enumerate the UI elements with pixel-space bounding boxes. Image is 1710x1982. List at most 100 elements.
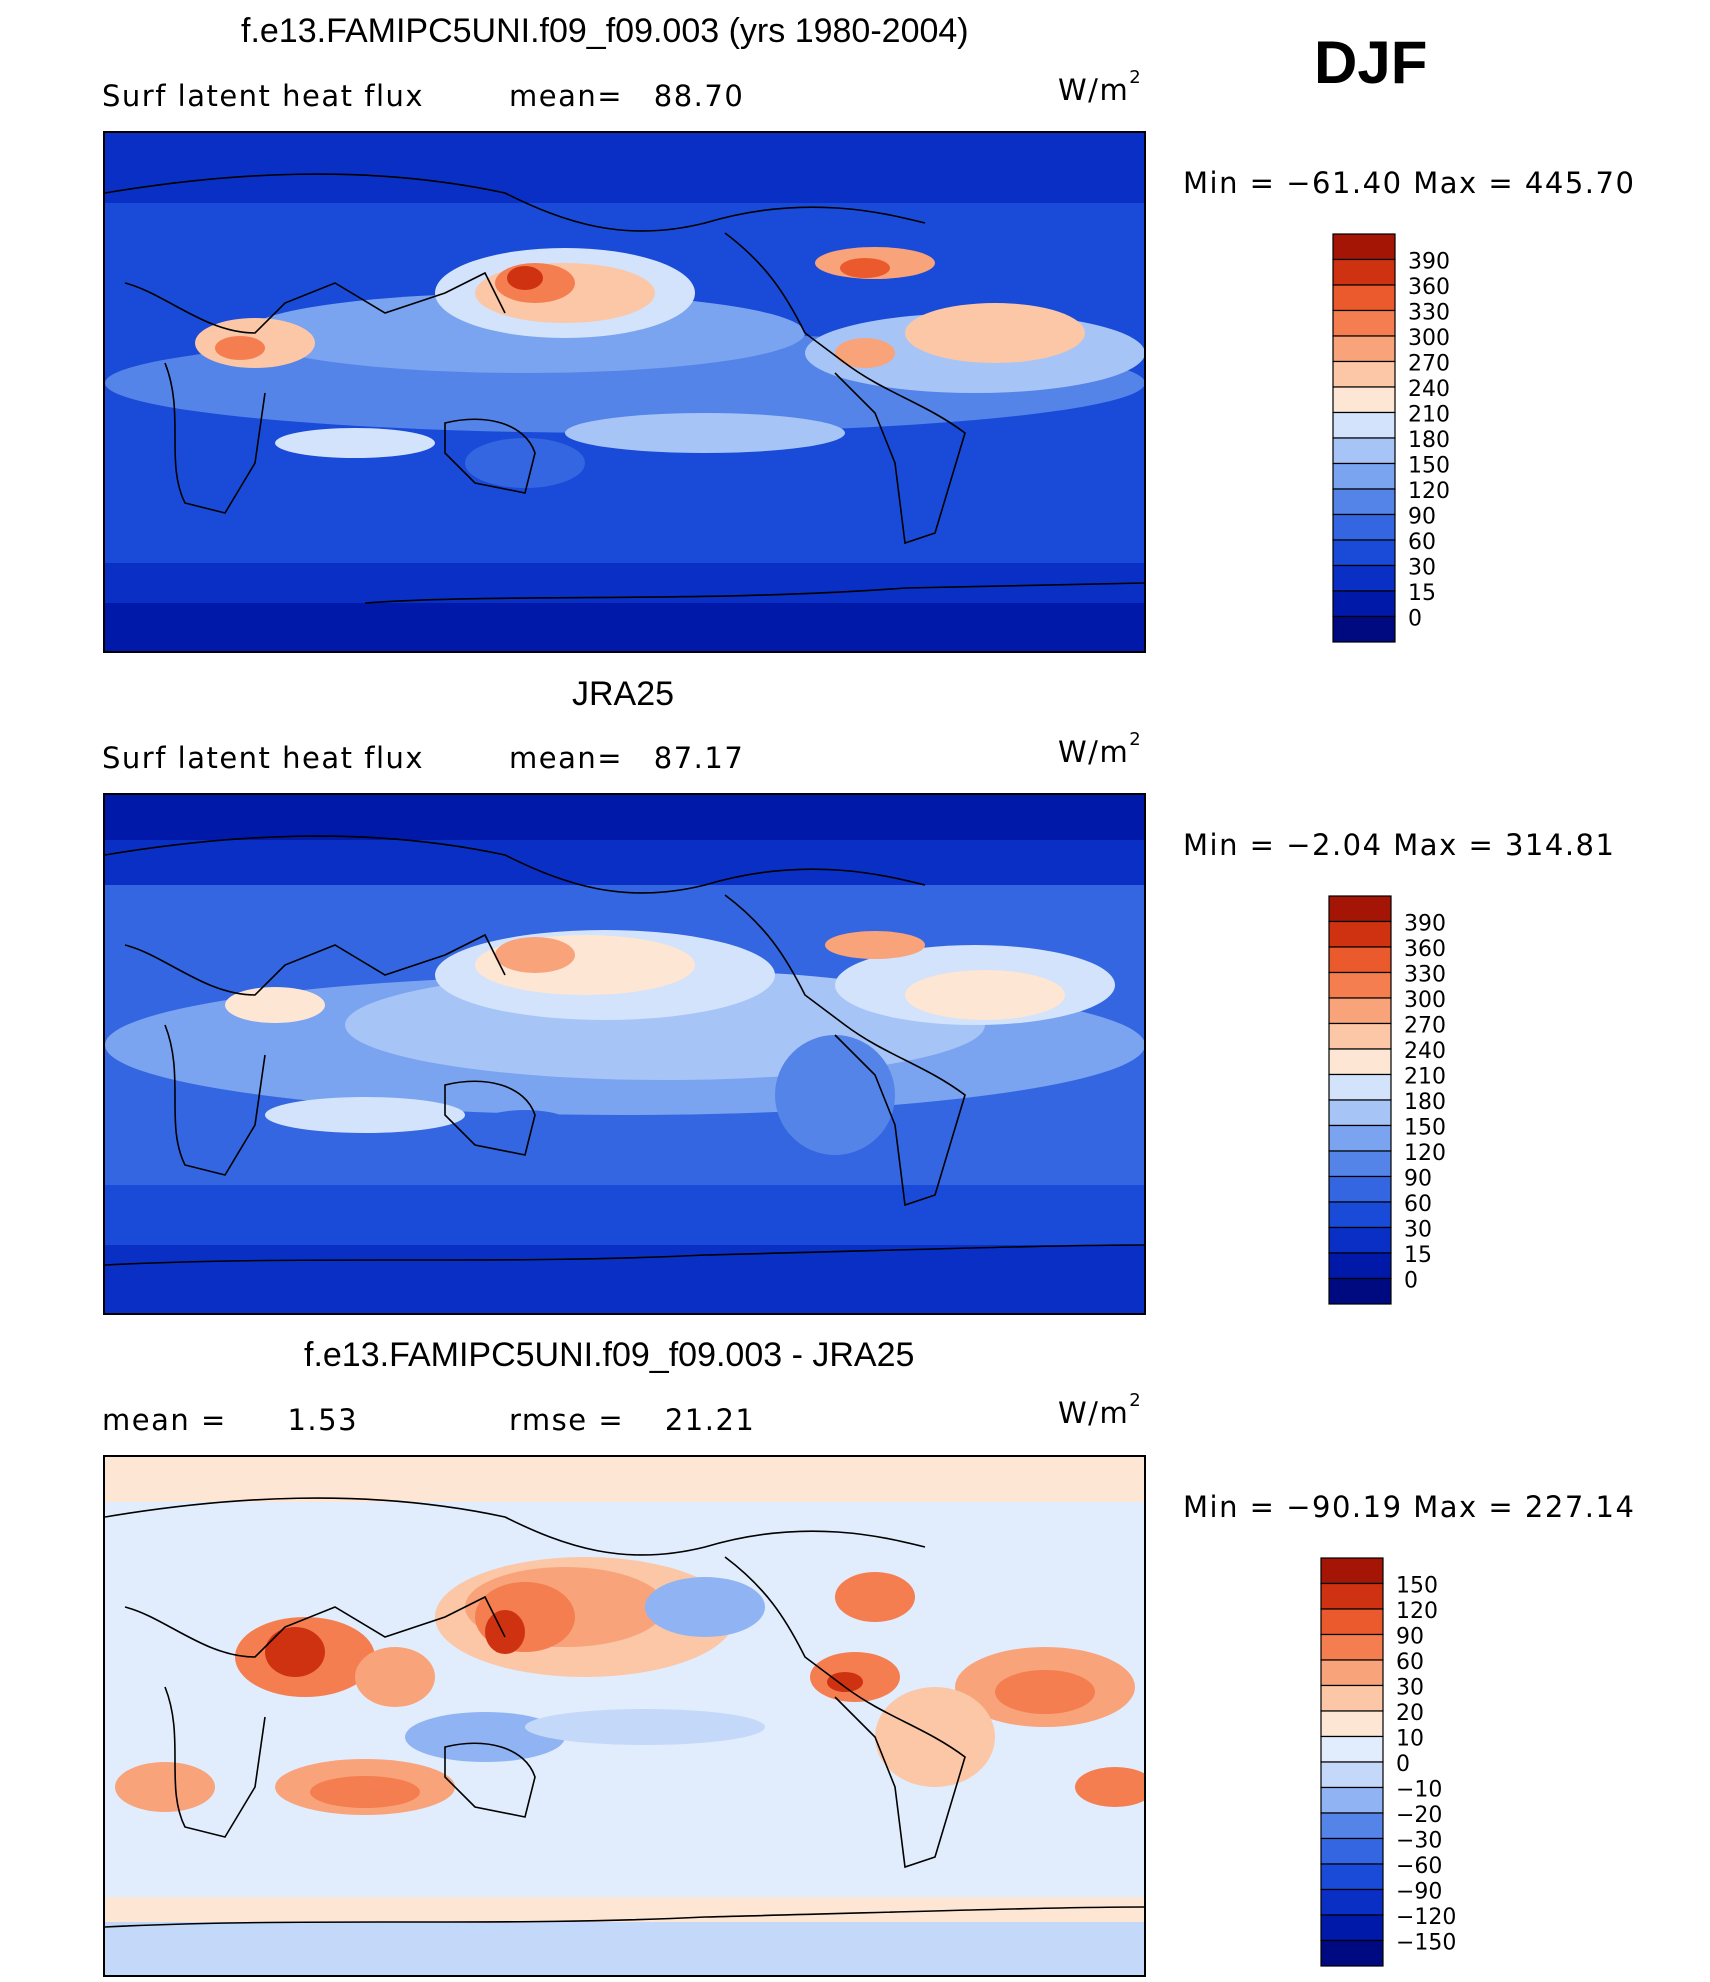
season-label: DJF bbox=[1314, 29, 1428, 96]
colorbar-tick-label: 90 bbox=[1404, 1167, 1432, 1192]
colorbar-box bbox=[1320, 1608, 1384, 1636]
colorbar-tick-label: −120 bbox=[1396, 1905, 1456, 1930]
colorbar-box bbox=[1328, 1252, 1392, 1280]
colorbar-box bbox=[1320, 1684, 1384, 1712]
colorbar-tick-label: 0 bbox=[1404, 1269, 1418, 1294]
colorbar-box bbox=[1328, 997, 1392, 1025]
colorbar-tick-label: 15 bbox=[1404, 1243, 1432, 1268]
panel-2-units: W/m2 bbox=[1058, 729, 1142, 769]
colorbar-tick-label: 360 bbox=[1408, 275, 1450, 300]
panel-2-title: JRA25 bbox=[572, 675, 675, 713]
colorbar-tick-label: 240 bbox=[1404, 1039, 1446, 1064]
colorbar-tick-label: 120 bbox=[1396, 1599, 1438, 1624]
colorbar-box bbox=[1320, 1914, 1384, 1942]
panel-3-rmse-value: 21.21 bbox=[664, 1403, 756, 1437]
colorbar-tick-label: 30 bbox=[1396, 1676, 1424, 1701]
colorbar-tick-label: 15 bbox=[1408, 581, 1436, 606]
panel-1-units-sup: 2 bbox=[1129, 67, 1143, 88]
colorbar-box bbox=[1320, 1786, 1384, 1814]
colorbar-box bbox=[1320, 1888, 1384, 1916]
colorbar-tick-label: 270 bbox=[1404, 1014, 1446, 1039]
panel-3-mean-value: 1.53 bbox=[287, 1403, 359, 1437]
panel-3-title: f.e13.FAMIPC5UNI.f09_f09.003 - JRA25 bbox=[304, 1336, 915, 1374]
panel-2-map-svg bbox=[105, 795, 1144, 1313]
colorbar-box bbox=[1320, 1939, 1384, 1967]
colorbar-tick-label: 360 bbox=[1404, 937, 1446, 962]
colorbar-tick-label: 300 bbox=[1404, 988, 1446, 1013]
colorbar-box bbox=[1328, 895, 1392, 923]
colorbar-box bbox=[1332, 539, 1396, 567]
colorbar-tick-label: 330 bbox=[1408, 301, 1450, 326]
colorbar-box bbox=[1332, 411, 1396, 439]
panel-1-left-label: Surf latent heat flux bbox=[102, 79, 425, 113]
colorbar-tick-label: −150 bbox=[1396, 1931, 1456, 1956]
panel-2-units-sup: 2 bbox=[1129, 729, 1143, 750]
panel-2-map bbox=[103, 793, 1146, 1315]
colorbar-box bbox=[1332, 437, 1396, 465]
colorbar-box bbox=[1332, 284, 1396, 312]
colorbar-box bbox=[1332, 258, 1396, 286]
colorbar-box bbox=[1320, 1761, 1384, 1789]
colorbar-box bbox=[1328, 1226, 1392, 1254]
colorbar-tick-label: 150 bbox=[1404, 1116, 1446, 1141]
colorbar-box bbox=[1332, 386, 1396, 414]
colorbar-tick-label: 60 bbox=[1404, 1192, 1432, 1217]
panel-3-map bbox=[103, 1455, 1146, 1977]
colorbar-box bbox=[1328, 1048, 1392, 1076]
panel-2-left-label: Surf latent heat flux bbox=[102, 741, 425, 775]
colorbar-tick-label: 90 bbox=[1396, 1625, 1424, 1650]
colorbar-tick-label: 120 bbox=[1404, 1141, 1446, 1166]
colorbar-tick-label: −60 bbox=[1396, 1854, 1442, 1879]
colorbar-tick-label: 180 bbox=[1408, 428, 1450, 453]
colorbar-box bbox=[1320, 1735, 1384, 1763]
colorbar-tick-label: 60 bbox=[1408, 530, 1436, 555]
colorbar-box bbox=[1328, 1099, 1392, 1127]
colorbar-box bbox=[1320, 1710, 1384, 1738]
colorbar-box bbox=[1332, 590, 1396, 618]
panel-1-map-svg bbox=[105, 133, 1144, 651]
panel-3-units: W/m2 bbox=[1058, 1390, 1142, 1430]
colorbar-box bbox=[1332, 335, 1396, 363]
panel-3-colorbar: 150 120 90 60 30 20 10 0 −10 −20 −30 −60 −90 −120 −150 bbox=[1320, 1557, 1490, 1982]
colorbar-box bbox=[1332, 488, 1396, 516]
colorbar-tick-label: −90 bbox=[1396, 1880, 1442, 1905]
colorbar-box bbox=[1332, 360, 1396, 388]
colorbar-box bbox=[1328, 1201, 1392, 1229]
panel-3-mean-label: mean = bbox=[102, 1403, 227, 1437]
colorbar-tick-label: 300 bbox=[1408, 326, 1450, 351]
colorbar-tick-label: 10 bbox=[1396, 1727, 1424, 1752]
colorbar-box bbox=[1320, 1812, 1384, 1840]
colorbar-box bbox=[1320, 1659, 1384, 1687]
panel-3-minmax: Min = −90.19 Max = 227.14 bbox=[1183, 1490, 1636, 1524]
colorbar-tick-label: 390 bbox=[1408, 250, 1450, 275]
colorbar-box bbox=[1320, 1837, 1384, 1865]
colorbar-tick-label: 0 bbox=[1408, 607, 1422, 632]
colorbar-tick-label: 270 bbox=[1408, 352, 1450, 377]
panel-1-units: W/m2 bbox=[1058, 67, 1142, 107]
panel-2-minmax: Min = −2.04 Max = 314.81 bbox=[1183, 828, 1616, 862]
colorbar-box bbox=[1332, 309, 1396, 337]
panel-1-mean-label: mean= bbox=[509, 79, 624, 113]
colorbar-tick-label: 60 bbox=[1396, 1650, 1424, 1675]
colorbar-box bbox=[1320, 1863, 1384, 1891]
colorbar-box bbox=[1328, 946, 1392, 974]
colorbar-box bbox=[1320, 1633, 1384, 1661]
colorbar-box bbox=[1328, 1124, 1392, 1152]
colorbar-box bbox=[1332, 615, 1396, 643]
colorbar-tick-label: 0 bbox=[1396, 1752, 1410, 1777]
colorbar-tick-label: −30 bbox=[1396, 1829, 1442, 1854]
colorbar-tick-label: 210 bbox=[1404, 1065, 1446, 1090]
colorbar-tick-label: −10 bbox=[1396, 1778, 1442, 1803]
colorbar-tick-label: 210 bbox=[1408, 403, 1450, 428]
panel-3-rmse-label: rmse = bbox=[509, 1403, 625, 1437]
panel-2-colorbar: 390 360 330 300 270 240 210 180 150 120 90 60 30 15 0 bbox=[1328, 895, 1488, 1310]
colorbar-box bbox=[1328, 1175, 1392, 1203]
panel-2-mean-label: mean= bbox=[509, 741, 624, 775]
panel-1-map bbox=[103, 131, 1146, 653]
colorbar-tick-label: 20 bbox=[1396, 1701, 1424, 1726]
panel-3-units-sup: 2 bbox=[1129, 1390, 1143, 1411]
colorbar-box bbox=[1328, 1073, 1392, 1101]
colorbar-tick-label: 30 bbox=[1408, 556, 1436, 581]
